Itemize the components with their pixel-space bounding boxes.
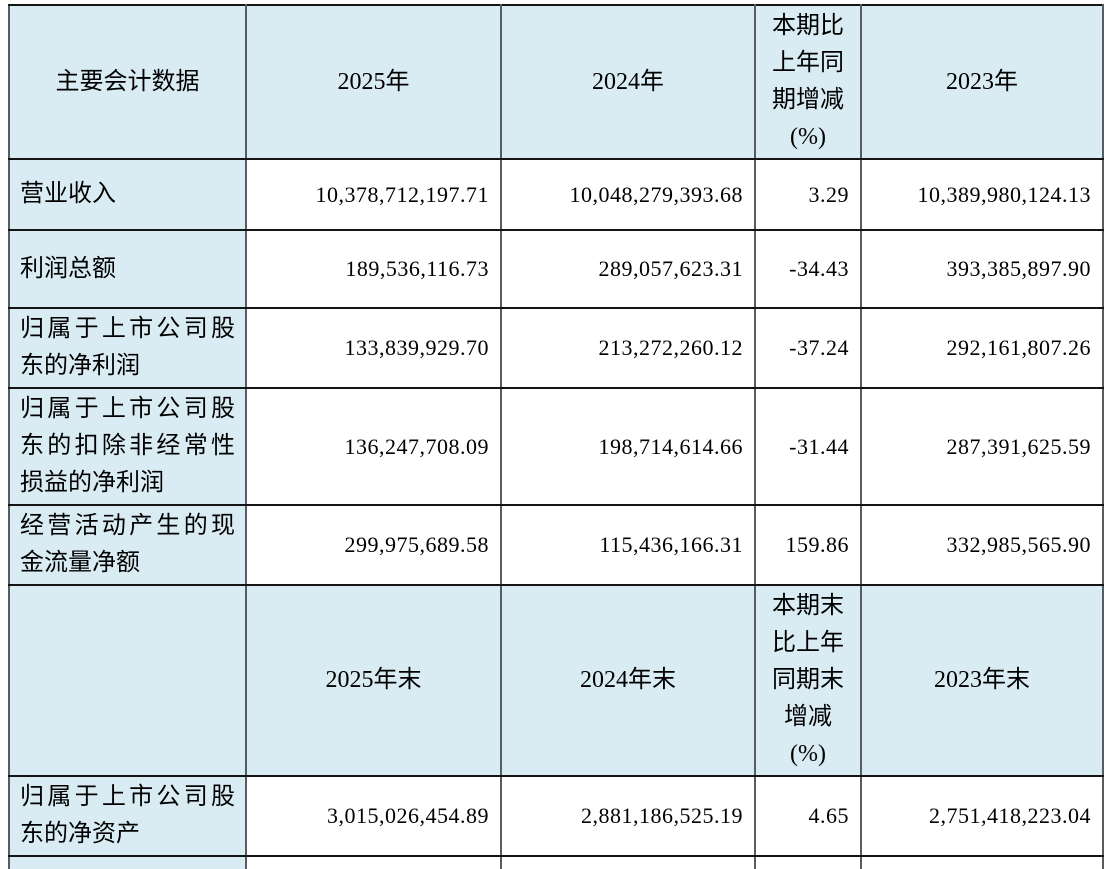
table-row: 2025年末 2024年末 本期末比上年同期末增减(%) 2023年末 <box>8 584 1104 777</box>
header-blank <box>8 584 247 777</box>
cell-2024: 2,881,186,525.19 <box>500 775 756 857</box>
row-label: 营业收入 <box>8 158 247 231</box>
row-label: 总资产 <box>8 855 247 869</box>
header-2025-end: 2025年末 <box>245 584 502 777</box>
table-row: 营业收入 10,378,712,197.71 10,048,279,393.68… <box>8 158 1104 231</box>
header-main-metrics: 主要会计数据 <box>8 4 247 160</box>
row-label: 归属于上市公司股东的净资产 <box>8 775 247 857</box>
cell-2025: 299,975,689.58 <box>245 504 502 586</box>
financial-table: 主要会计数据 2025年 2024年 本期比上年同期增减(%) 2023年 营业… <box>8 4 1104 869</box>
table-row: 利润总额 189,536,116.73 289,057,623.31 -34.4… <box>8 229 1104 309</box>
cell-2023: 292,161,807.26 <box>860 307 1104 389</box>
cell-change: -31.44 <box>754 387 862 506</box>
cell-2025: 136,247,708.09 <box>245 387 502 506</box>
cell-change: -37.24 <box>754 307 862 389</box>
cell-2024: 213,272,260.12 <box>500 307 756 389</box>
header-2023-end: 2023年末 <box>860 584 1104 777</box>
cell-2023: 2,751,418,223.04 <box>860 775 1104 857</box>
cell-2024: 198,714,614.66 <box>500 387 756 506</box>
cell-2023: 287,391,625.59 <box>860 387 1104 506</box>
cell-change: 4.65 <box>754 775 862 857</box>
table-row: 主要会计数据 2025年 2024年 本期比上年同期增减(%) 2023年 <box>8 4 1104 160</box>
row-label: 归属于上市公司股东的扣除非经常性损益的净利润 <box>8 387 247 506</box>
cell-change: 159.86 <box>754 504 862 586</box>
table-row: 归属于上市公司股东的扣除非经常性损益的净利润 136,247,708.09 19… <box>8 387 1104 506</box>
cell-2025: 3,015,026,454.89 <box>245 775 502 857</box>
cell-2023: 332,985,565.90 <box>860 504 1104 586</box>
cell-2025: 133,839,929.70 <box>245 307 502 389</box>
cell-change: -34.43 <box>754 229 862 309</box>
table-row: 归属于上市公司股东的净资产 3,015,026,454.89 2,881,186… <box>8 775 1104 857</box>
cell-2024: 115,436,166.31 <box>500 504 756 586</box>
cell-change: 3.29 <box>754 158 862 231</box>
cell-2023: 10,389,980,124.13 <box>860 158 1104 231</box>
header-2024-end: 2024年末 <box>500 584 756 777</box>
table-row: 总资产 7,174,877,141.34 7,166,181,171.04 0.… <box>8 855 1104 869</box>
row-label: 利润总额 <box>8 229 247 309</box>
header-change-pct: 本期比上年同期增减(%) <box>754 4 862 160</box>
cell-2023: 393,385,897.90 <box>860 229 1104 309</box>
cell-2025: 7,174,877,141.34 <box>245 855 502 869</box>
header-2024: 2024年 <box>500 4 756 160</box>
header-2023: 2023年 <box>860 4 1104 160</box>
cell-2025: 189,536,116.73 <box>245 229 502 309</box>
cell-2023: 7,426,464,728.93 <box>860 855 1104 869</box>
table-row: 归属于上市公司股东的净利润 133,839,929.70 213,272,260… <box>8 307 1104 389</box>
cell-2025: 10,378,712,197.71 <box>245 158 502 231</box>
cell-change: 0.12 <box>754 855 862 869</box>
cell-2024: 289,057,623.31 <box>500 229 756 309</box>
header-end-change-pct: 本期末比上年同期末增减(%) <box>754 584 862 777</box>
row-label: 归属于上市公司股东的净利润 <box>8 307 247 389</box>
cell-2024: 10,048,279,393.68 <box>500 158 756 231</box>
row-label: 经营活动产生的现金流量净额 <box>8 504 247 586</box>
cell-2024: 7,166,181,171.04 <box>500 855 756 869</box>
header-2025: 2025年 <box>245 4 502 160</box>
table-row: 经营活动产生的现金流量净额 299,975,689.58 115,436,166… <box>8 504 1104 586</box>
